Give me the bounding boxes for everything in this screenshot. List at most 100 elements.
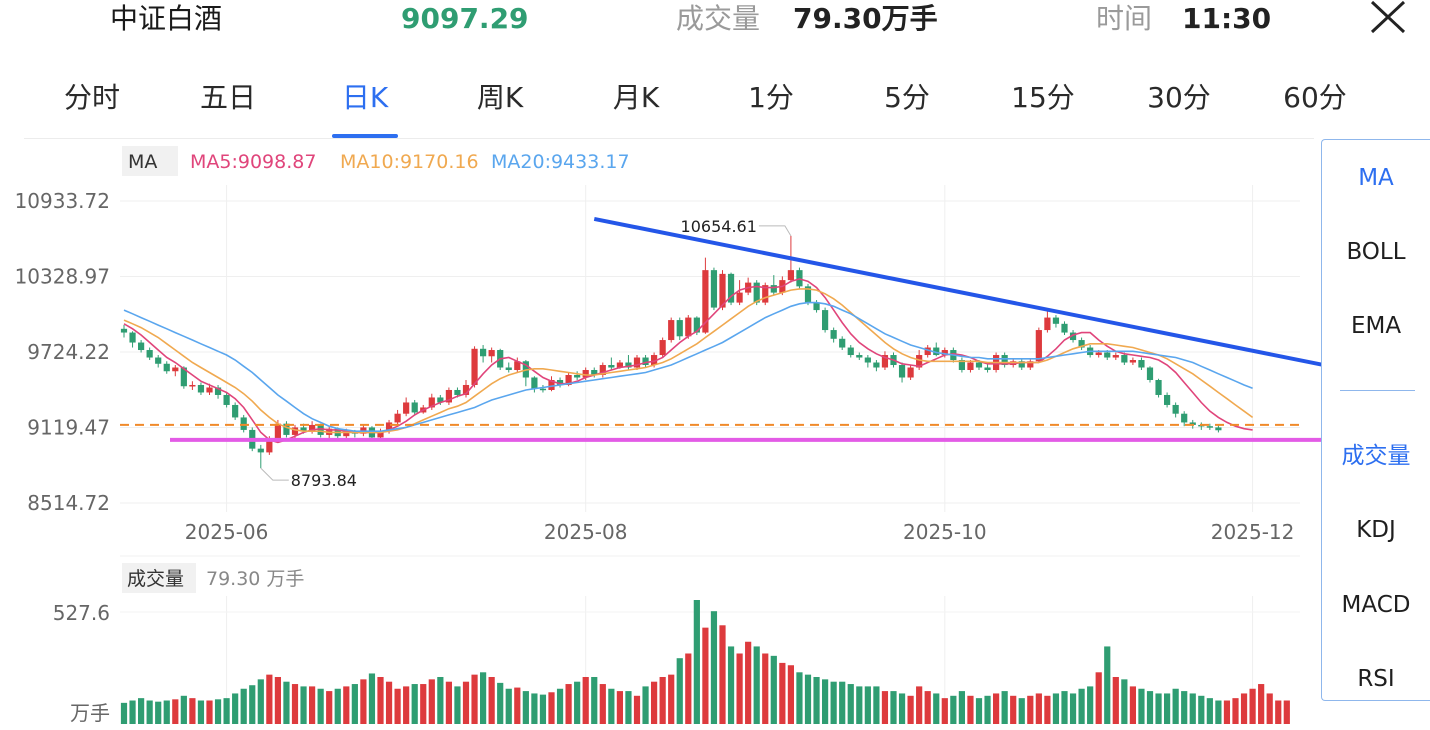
candle-body [881,355,889,368]
candle-body [873,362,880,368]
volume-bar [1189,693,1196,724]
close-button[interactable] [1368,0,1408,36]
candle-body [1104,352,1111,358]
volume-bar [993,693,1000,724]
indicator-ema[interactable]: EMA [1350,313,1402,339]
tab-monthly-k[interactable]: 月K [612,81,660,114]
candle-body [958,360,965,371]
candle-body [1027,361,1034,368]
tab-30min[interactable]: 30分 [1147,81,1211,114]
candle-body [514,361,521,371]
volume-bar [1223,700,1231,724]
candle-body [633,357,641,368]
candle-body [1164,394,1171,405]
volume-bar [155,701,162,724]
indicator-ma[interactable]: MA [1358,165,1394,191]
candle-body [770,285,777,293]
candle-body [1129,360,1136,363]
candle-body [967,362,974,371]
volume-bar [283,681,290,724]
volume-bar [864,686,871,724]
quote-header: 中证白酒 9097.29 成交量 79.30万手 时间 11:30 [0,0,1430,40]
candle-body [1138,360,1145,368]
candle-body [898,365,906,378]
volume-bar [813,676,820,724]
volume-bar [693,600,700,724]
volume-bar [488,676,495,724]
indicator-divider [1340,390,1415,391]
candle-body [403,402,410,414]
candle-body [804,286,812,303]
candle-body [1069,332,1077,341]
tab-daily-k[interactable]: 日K [341,81,389,114]
volume-bar [232,693,239,724]
tab-15min[interactable]: 15分 [1011,81,1075,114]
volume-bar [428,679,435,724]
volume-bar [582,676,589,724]
volume-bar [668,674,675,724]
volume-bar [454,686,461,724]
volume-bar [984,695,991,724]
candle-body [727,273,735,303]
volume-bar [206,700,213,724]
volume-bar [1232,698,1239,724]
ma10-line [123,288,1254,434]
indicator-macd[interactable]: MACD [1341,592,1411,618]
candle-body [488,350,495,357]
volume-bar [539,694,547,724]
tab-five-day[interactable]: 五日 [199,81,256,114]
volume-bar [1181,691,1188,724]
volume-bar [462,681,470,724]
volume-bar [360,679,367,724]
indicator-panel: MA BOLL EMA 成交量 KDJ MACD RSI [1321,139,1430,701]
ma-legend-label: MA [128,151,157,173]
volume-bar [138,698,145,724]
volume-bar [445,681,452,724]
candle-body [1001,355,1008,366]
volume-legend-label: 成交量 [127,568,184,590]
candle-body [651,355,658,366]
indicator-rsi[interactable]: RSI [1357,666,1395,692]
candle-body [1206,426,1213,428]
tab-60min[interactable]: 60分 [1283,81,1347,114]
candle-body [1146,367,1154,380]
indicator-kdj[interactable]: KDJ [1356,517,1396,543]
tab-5min[interactable]: 5分 [884,81,930,114]
volume-bar [1027,695,1034,724]
candle-body [437,397,444,403]
candle-body [916,355,923,368]
indicator-boll[interactable]: BOLL [1346,239,1406,265]
volume-bar [309,686,316,724]
volume-bar [334,688,341,724]
candle-body [129,332,136,343]
volume-bar [317,688,324,724]
high-pointer [758,225,792,237]
volume-bar [1069,693,1077,724]
candle-body [608,365,615,368]
tab-intraday[interactable]: 分时 [63,81,120,114]
tab-weekly-k[interactable]: 周K [476,81,524,114]
tab-1min[interactable]: 1分 [748,81,794,114]
candle-body [907,367,914,378]
time-value: 11:30 [1182,2,1272,35]
candle-body [753,282,760,303]
index-name: 中证白酒 [110,2,223,35]
volume-bar [1104,646,1111,724]
candle-body [702,270,709,333]
volume-bar [933,693,940,724]
indicator-volume[interactable]: 成交量 [1341,443,1411,469]
x-tick-label: 2025-12 [1211,520,1295,544]
volume-bar [326,691,333,724]
candle-body [548,379,555,390]
candle-body [120,328,128,333]
volume-bar [411,684,418,724]
volume-bar [385,681,393,724]
candle-body [138,342,145,351]
candle-body [214,387,222,395]
candle-body [317,424,324,435]
volume-bar [599,684,606,724]
candle-body [556,379,564,385]
volume-bar [274,676,281,724]
volume-bar [633,695,641,724]
